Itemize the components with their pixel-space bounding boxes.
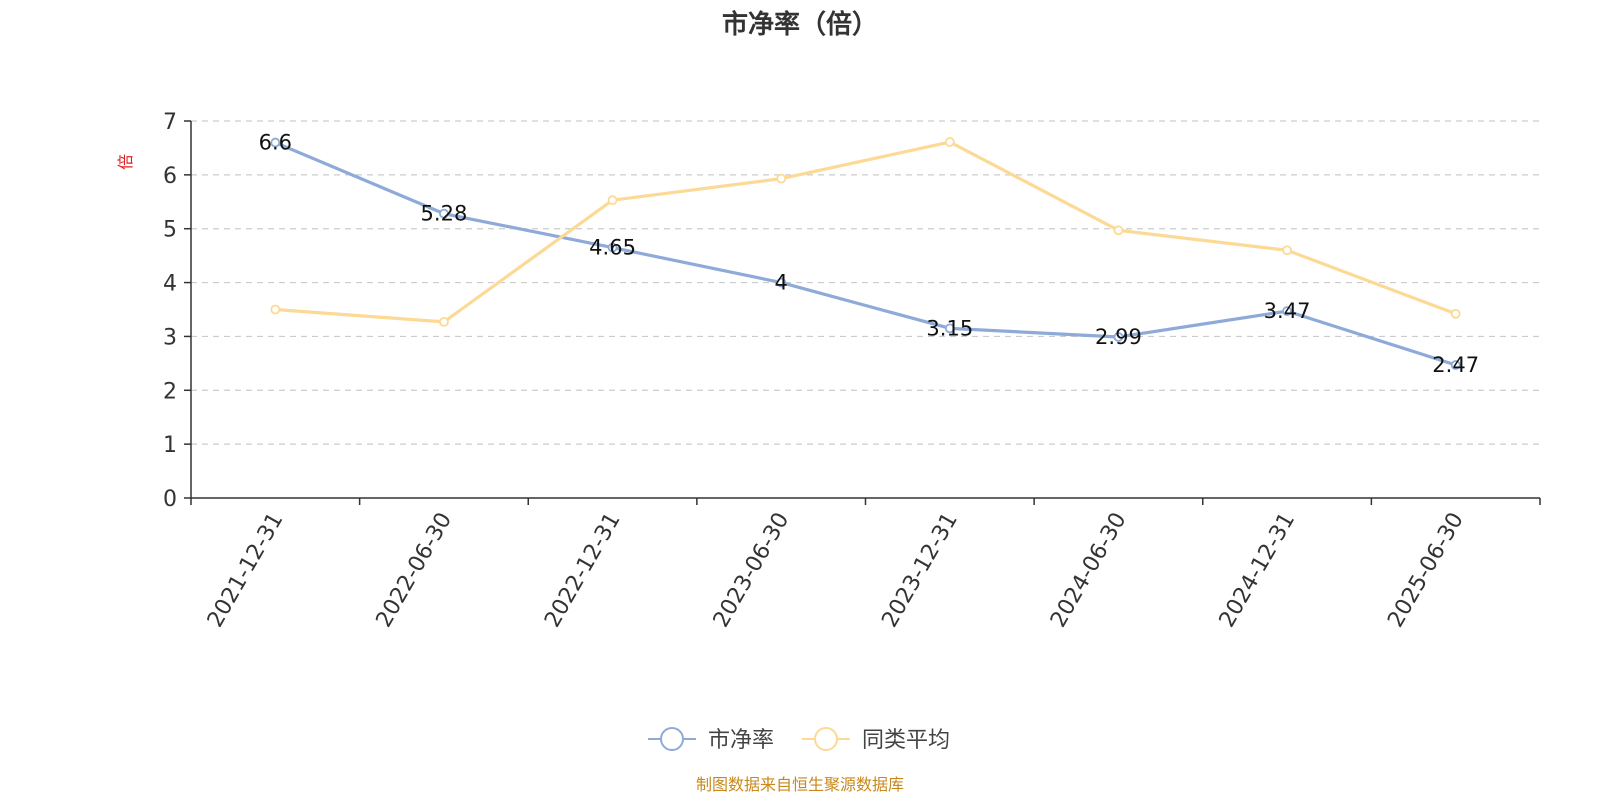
x-tick-label: 2023-12-31 xyxy=(877,509,963,632)
data-point xyxy=(607,242,618,253)
data-point xyxy=(1113,225,1124,236)
legend: 市净率 同类平均 xyxy=(648,727,950,753)
series-line xyxy=(273,140,1458,367)
axes: 0 1 2 3 4 5 6 7 2021-12-31 2022-06-30 2022-12-31 20… xyxy=(163,110,1541,632)
chart-title: 市净率（倍） xyxy=(722,9,878,40)
x-tick-label: 2022-06-30 xyxy=(372,509,458,632)
x-tick-label: 2023-06-30 xyxy=(709,509,795,632)
data-point xyxy=(270,304,281,315)
x-tick-label: 2024-06-30 xyxy=(1046,509,1132,632)
data-point xyxy=(607,195,618,206)
data-point xyxy=(439,208,449,219)
series-line xyxy=(273,140,1458,324)
y-tick-label: 5 xyxy=(163,218,177,243)
data-point xyxy=(944,323,955,334)
y-tick-label: 7 xyxy=(163,110,177,135)
legend-marker xyxy=(814,727,838,751)
y-tick-label: 3 xyxy=(163,325,177,350)
series-layer xyxy=(270,137,1461,370)
data-point xyxy=(1282,306,1292,317)
x-tick-label: 2024-12-31 xyxy=(1215,509,1301,632)
y-tick-label: 1 xyxy=(163,433,177,458)
y-axis-unit-label: 倍 xyxy=(116,154,135,170)
data-label: 2.99 xyxy=(1095,325,1142,349)
x-tick-label: 2021-12-31 xyxy=(203,509,289,632)
data-point xyxy=(776,277,787,288)
data-point xyxy=(944,137,955,147)
data-label: 5.28 xyxy=(421,202,468,226)
data-point xyxy=(1282,245,1292,256)
data-label: 4 xyxy=(775,271,788,295)
y-tick-label: 4 xyxy=(163,272,177,297)
data-label: 6.6 xyxy=(259,131,292,155)
grid-lines xyxy=(191,120,1540,445)
data-point xyxy=(1113,332,1124,342)
data-point xyxy=(1450,360,1461,370)
y-tick-label: 2 xyxy=(163,379,177,404)
x-tick-label: 2025-06-30 xyxy=(1383,509,1469,632)
y-tick-label: 0 xyxy=(163,487,177,512)
x-tick-label: 2022-12-31 xyxy=(540,509,626,632)
source-note: 制图数据来自恒生聚源数据库 xyxy=(696,775,904,794)
y-tick-label: 6 xyxy=(163,164,177,189)
data-labels: 6.6 5.28 4.65 4 3.15 2.99 3.47 2.47 xyxy=(259,131,1479,377)
data-label: 2.47 xyxy=(1432,353,1479,377)
data-point xyxy=(439,316,449,327)
data-point xyxy=(776,173,787,184)
legend-label: 同类平均 xyxy=(862,728,950,753)
legend-label: 市净率 xyxy=(708,728,774,753)
data-label: 3.15 xyxy=(926,316,973,340)
data-label: 4.65 xyxy=(589,236,636,260)
data-point xyxy=(270,137,281,148)
data-label: 3.47 xyxy=(1264,299,1311,323)
legend-marker xyxy=(660,727,684,751)
data-point xyxy=(1450,308,1461,319)
